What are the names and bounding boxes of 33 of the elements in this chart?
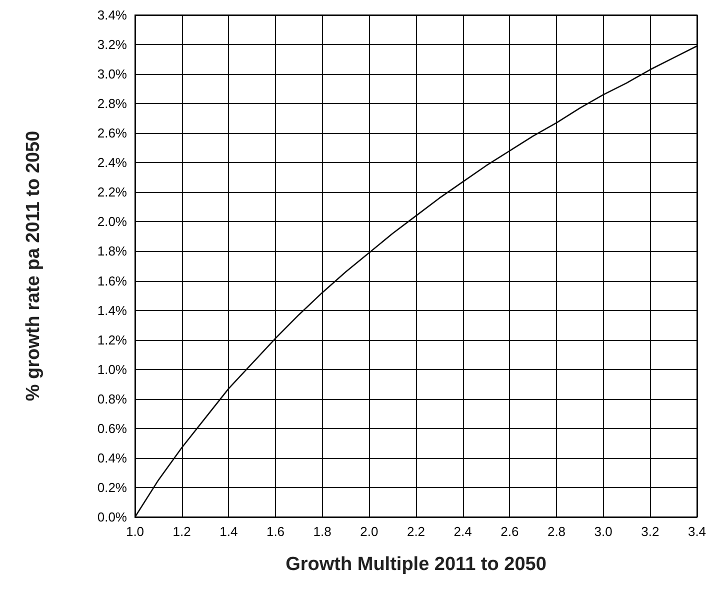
x-tick-label: 1.4 bbox=[220, 524, 238, 539]
y-tick-label: 3.0% bbox=[97, 66, 128, 82]
y-tick-label: 1.4% bbox=[97, 302, 128, 318]
x-tick-label: 2.4 bbox=[454, 524, 472, 539]
y-tick-label: 1.0% bbox=[97, 362, 128, 377]
x-tick-label: 3.0 bbox=[594, 524, 612, 539]
x-tick-label: 1.6 bbox=[266, 524, 285, 539]
x-tick-label: 1.8 bbox=[313, 524, 332, 539]
y-tick-label: 3.2% bbox=[97, 37, 128, 52]
y-tick-label: 3.4% bbox=[97, 8, 128, 22]
x-tick-label: 1.0 bbox=[126, 524, 144, 539]
y-tick-label: 0.2% bbox=[97, 480, 128, 495]
x-tick-label: 3.4 bbox=[688, 524, 706, 539]
y-tick-label: 1.6% bbox=[97, 273, 128, 288]
y-tick-label: 0.8% bbox=[97, 391, 128, 406]
x-axis-title: Growth Multiple 2011 to 2050 bbox=[286, 554, 546, 575]
y-tick-label: 0.0% bbox=[97, 510, 128, 524]
y-tick-label: 2.4% bbox=[97, 155, 128, 170]
y-tick-label: 2.8% bbox=[97, 96, 128, 112]
x-tick-label: 1.2 bbox=[172, 524, 191, 539]
y-tick-label: 2.2% bbox=[97, 184, 128, 200]
y-tick-label: 1.2% bbox=[97, 332, 128, 348]
y-tick-label: 0.4% bbox=[97, 450, 128, 466]
x-tick-label: 3.2 bbox=[641, 524, 660, 539]
x-tick-label: 2.0 bbox=[360, 524, 378, 539]
x-tick-label: 2.6 bbox=[500, 524, 519, 539]
y-tick-label: 2.6% bbox=[97, 126, 128, 141]
y-tick-label: 2.0% bbox=[97, 214, 128, 230]
y-tick-label: 0.6% bbox=[97, 420, 128, 436]
x-tick-label: 2.8 bbox=[547, 524, 566, 539]
y-tick-label: 1.8% bbox=[97, 244, 128, 259]
y-axis-title: % growth rate pa 2011 to 2050 bbox=[23, 130, 44, 402]
x-tick-label: 2.2 bbox=[406, 524, 426, 539]
